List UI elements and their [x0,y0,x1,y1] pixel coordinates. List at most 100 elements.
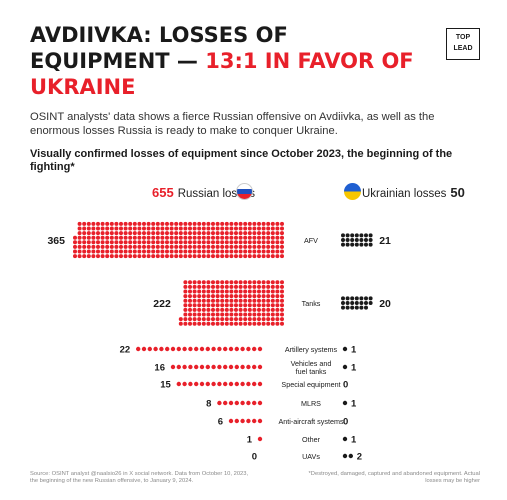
ru-dot [146,226,151,231]
ru-dot [119,231,123,236]
ru-dot [170,346,176,352]
ru-dot [252,307,257,312]
ua-dot [350,296,355,301]
ru-dot [234,400,239,406]
ru-dot [257,240,261,245]
ru-dot [169,231,174,236]
logo-line-lead: LEAD [453,45,473,52]
ru-dot [220,321,225,326]
ru-dot [201,231,206,236]
ua-dot [341,242,345,247]
ru-dot [82,244,87,249]
ru-dot [270,226,275,231]
ru-dot [197,254,202,259]
ru-dot [257,254,261,259]
ru-dot [238,226,243,231]
ua-dot [342,346,348,352]
ru-dot [142,235,146,240]
ru-dot [178,321,183,326]
ru-dot [247,312,252,317]
ru-dot [275,321,280,326]
ru-dot [192,244,197,249]
russian-total: 655 [152,185,174,200]
ru-dot [197,280,202,285]
ru-dot [234,312,238,317]
ru-dot [240,364,245,370]
ru-dot [142,221,146,226]
ru-dot [100,231,105,236]
ru-dot [128,240,133,245]
ru-dot [238,298,243,303]
footer-note: *Destroyed, damaged, captured and abando… [308,471,480,484]
ru-dot [280,235,284,240]
ru-dot [252,400,257,406]
ru-dot [188,289,192,294]
ru-dot [146,244,151,249]
ru-dot [183,321,188,326]
ru-dot [270,298,275,303]
ru-dot [275,294,280,299]
ua-value: 2 [357,452,362,463]
ru-dot [73,254,77,259]
ru-dot [243,249,248,254]
ru-dot [165,231,169,236]
ru-dot [247,280,252,285]
ru-dot [188,226,192,231]
ru-dot [128,249,133,254]
ru-dot [229,307,234,312]
ru-dot [238,254,243,259]
ru-dot [243,226,248,231]
ru-dot [224,289,229,294]
ru-dot [224,317,229,322]
ru-dot [155,226,160,231]
ru-dot [119,249,123,254]
ru-dot [183,298,188,303]
ru-dot [240,381,245,387]
ru-dot [215,312,220,317]
ru-dot [220,249,225,254]
ru-dot [261,226,266,231]
ru-dot [243,321,248,326]
ru-dot [252,381,257,387]
ru-dot [252,294,257,299]
ua-dot [345,296,350,301]
ru-dot [178,231,183,236]
ru-dot [197,317,202,322]
ru-dot [238,240,243,245]
ru-dot [215,221,220,226]
ru-dot [146,240,151,245]
ru-dot [192,280,197,285]
ru-dot [188,249,192,254]
ru-dot [201,284,206,289]
ru-dot [201,240,206,245]
ru-dot [119,226,123,231]
ru-dot [183,249,188,254]
ru-dot [280,231,284,236]
logo-line-top: TOP [455,34,471,41]
ru-dot [270,289,275,294]
ru-dot [201,244,206,249]
ru-dot [159,346,164,352]
ru-dot [114,254,119,259]
ru-dot [234,235,238,240]
ru-dot [266,240,271,245]
ru-dot [169,254,174,259]
ru-dot [252,317,257,322]
ru-dot [220,312,225,317]
ru-dot [82,249,87,254]
ru-dot [183,240,188,245]
ru-dot [165,240,169,245]
ru-dot [211,381,216,387]
ru-dot [270,284,275,289]
ua-value: 1 [351,435,357,446]
ru-dot [266,303,271,308]
ru-dot [257,294,261,299]
ua-dot [341,296,345,301]
ru-dot [220,231,225,236]
ru-dot [151,244,156,249]
ua-value: 1 [351,399,357,410]
ru-dot [169,240,174,245]
ru-dot [247,321,252,326]
ru-dot [197,307,202,312]
ru-dot [266,226,271,231]
